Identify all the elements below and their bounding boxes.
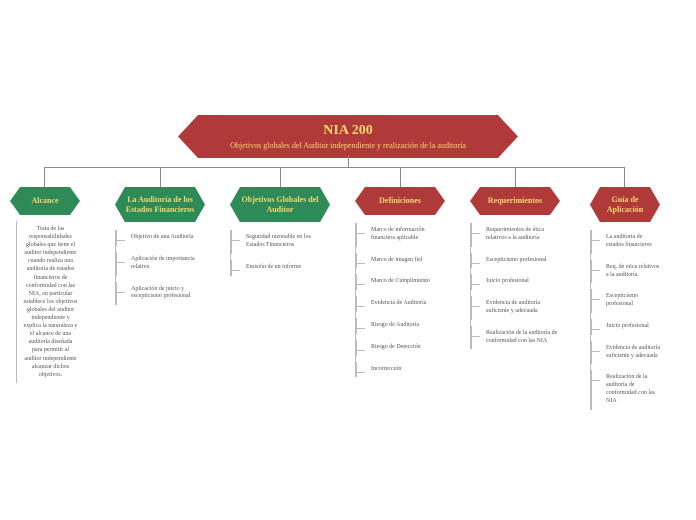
branch: Requerimientos Requerimientos de ética re…	[470, 187, 560, 355]
connector-horizontal	[44, 167, 624, 168]
branch-item: Marco de imagen fiel	[356, 253, 445, 269]
branch-header: La Auditoría de los Estados Financieros	[115, 187, 205, 222]
branch-items: La auditoría de estados financieros Req. …	[590, 230, 660, 409]
branch-item: Aplicación de importancia relativa	[116, 252, 205, 276]
branch-header: Objetivos Globales del Auditor	[230, 187, 330, 222]
root-subtitle: Objetivos globales del Auditor independi…	[218, 141, 478, 150]
branch-items: Seguridad razonable en los Estados Finan…	[230, 230, 330, 275]
branch-item: Marco de Cumplimiento	[356, 274, 445, 290]
branch: Definiciones Marco de información financi…	[355, 187, 445, 383]
branch-item: Riesgo de Detección	[356, 340, 445, 356]
branch: La Auditoría de los Estados Financieros O…	[115, 187, 205, 311]
branch-header: Definiciones	[355, 187, 445, 215]
branch-connector	[515, 167, 516, 187]
branch-item: Marco de información financiera aplicabl…	[356, 223, 445, 247]
branch-item: Escepticismo profesional	[591, 289, 660, 313]
branch-item: Objetivo de una Auditoría	[116, 230, 205, 246]
branch-desc-wrap: Trata de las responsabilidades globales …	[16, 221, 80, 383]
branch: Guía de Aplicación La auditoría de estado…	[590, 187, 660, 416]
root-node: NIA 200 Objetivos globales del Auditor i…	[178, 115, 518, 158]
branch-items: Objetivo de una Auditoría Aplicación de i…	[115, 230, 205, 305]
branch-item: Evidencia de auditoría suficiente y adec…	[591, 341, 660, 365]
branch-item: Riesgo de Auditoría	[356, 318, 445, 334]
branch-item: Incorrección	[356, 362, 445, 378]
branch-item: Juicio profesional	[591, 319, 660, 335]
connector-vertical-main	[348, 155, 349, 167]
branch-connector	[160, 167, 161, 187]
branch-connector	[44, 167, 45, 187]
branch-connector	[624, 167, 625, 187]
branch-description: Trata de las responsabilidades globales …	[21, 221, 80, 383]
branch-connector	[400, 167, 401, 187]
branch: Objetivos Globales del Auditor Seguridad …	[230, 187, 330, 282]
branch-item: Emisión de un informe	[231, 260, 330, 276]
root-title: NIA 200	[218, 123, 478, 139]
branch-item: Requerimientos de ética relativos a la a…	[471, 223, 560, 247]
branch-header: Alcance	[10, 187, 80, 215]
branch-items: Requerimientos de ética relativos a la a…	[470, 223, 560, 349]
branch-item: Aplicación de juicio y escepticismo prof…	[116, 282, 205, 306]
branch-item: Seguridad razonable en los Estados Finan…	[231, 230, 330, 254]
branch-item: Realización de la auditoría de conformid…	[471, 326, 560, 350]
branch-item: Req. de etica relativos a la auditoría.	[591, 260, 660, 284]
branch-item: Juicio profesional	[471, 274, 560, 290]
branch-connector	[280, 167, 281, 187]
branch-header: Guía de Aplicación	[590, 187, 660, 222]
branch-item: Escepticismo profesional	[471, 253, 560, 269]
branch-items: Marco de información financiera aplicabl…	[355, 223, 445, 377]
branch-item: La auditoría de estados financieros	[591, 230, 660, 254]
branch-item: Evidencia de Auditoría	[356, 296, 445, 312]
branch-item: Realización de la auditoría de conformid…	[591, 370, 660, 409]
branch-item: Evidencia de auditoría suficiente y adec…	[471, 296, 560, 320]
branch: Alcance Trata de las responsabilidades gl…	[10, 187, 80, 383]
branch-header: Requerimientos	[470, 187, 560, 215]
